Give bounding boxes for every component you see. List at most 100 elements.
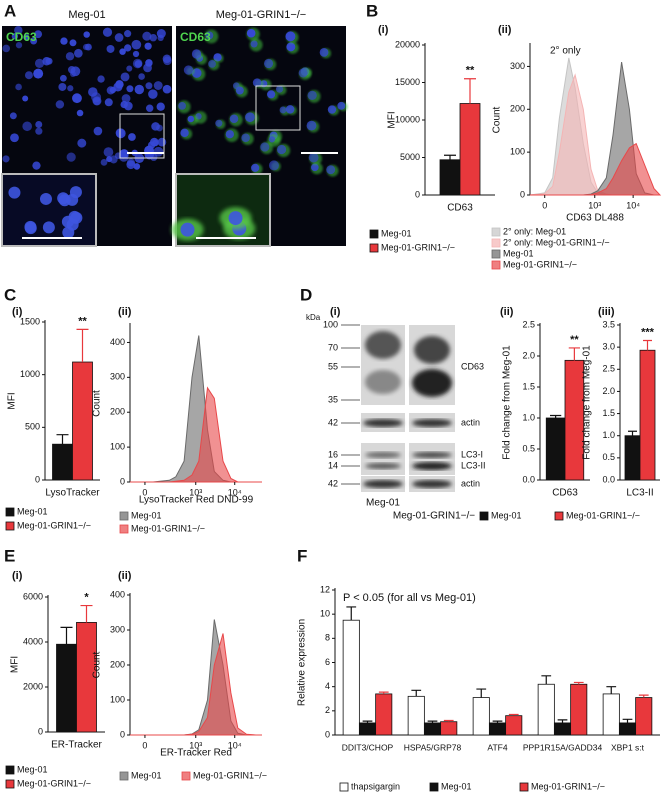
bar [52, 443, 73, 481]
blot-band [412, 462, 452, 470]
sub-label: (ii) [500, 306, 514, 318]
nucleus [319, 47, 329, 57]
panel-label: A [4, 1, 16, 20]
nucleus [246, 28, 256, 38]
nucleus [10, 133, 19, 143]
nucleus [311, 163, 319, 172]
error-bar [443, 719, 454, 722]
y-tick-label: 200 [110, 659, 125, 669]
nucleus [42, 221, 55, 234]
legend-swatch [491, 249, 501, 259]
nucleus [126, 65, 133, 72]
error-bar [541, 675, 552, 685]
y-axis-label: Count [92, 390, 103, 417]
nucleus [106, 44, 115, 53]
nucleus [74, 48, 83, 58]
bar [545, 417, 566, 481]
nucleus [235, 86, 244, 95]
bar [505, 715, 523, 736]
y-tick-label: 5000 [400, 152, 420, 162]
marker-label: 35 [328, 394, 338, 404]
bar [635, 697, 653, 736]
y-tick-label: 0 [415, 189, 420, 199]
histogram-area [130, 633, 262, 736]
bar [618, 722, 637, 736]
nucleus [35, 127, 43, 135]
marker-label: 14 [328, 460, 338, 470]
legend-label: Meg-01 [491, 510, 522, 520]
nucleus [34, 30, 43, 39]
error-bar [56, 434, 69, 445]
legend-swatch [369, 243, 379, 253]
nucleus [123, 101, 133, 111]
nucleus [267, 90, 276, 99]
y-tick-label: 300 [110, 624, 125, 634]
image-title: Meg-01-GRIN1−/− [216, 9, 306, 21]
y-axis-label: Fold change from Meg-01 [502, 345, 513, 460]
y-axis-label: Fold change from Meg-01 [582, 345, 593, 460]
nucleus [180, 222, 195, 237]
histogram-area [530, 142, 662, 196]
error-bar [444, 154, 456, 160]
nucleus [250, 40, 258, 48]
nucleus [153, 146, 164, 157]
y-axis-label: MFI [7, 392, 18, 409]
legend-swatch [5, 779, 15, 789]
nucleus [35, 121, 43, 128]
y-tick-label: 100 [110, 694, 125, 704]
nucleus [132, 50, 140, 58]
legend-swatch [5, 765, 15, 775]
x-tick-label: DDIT3/CHOP [342, 742, 394, 752]
error-bar [622, 718, 633, 723]
blot-band [412, 369, 452, 397]
sub-label: (i) [330, 306, 341, 318]
nucleus [76, 109, 84, 117]
nucleus [23, 34, 30, 41]
nucleus [77, 138, 87, 148]
nucleus [138, 73, 145, 80]
nucleus [24, 222, 37, 235]
nucleus [183, 65, 194, 75]
nucleus [285, 31, 296, 42]
nucleus [308, 152, 319, 163]
error-bar [476, 688, 487, 698]
nucleus [24, 71, 33, 80]
y-tick-label: 4 [325, 681, 330, 691]
nucleus [69, 71, 76, 78]
y-tick-label: 0 [120, 729, 125, 739]
nucleus [162, 54, 172, 64]
nucleus [83, 31, 90, 38]
x-tick-label: CD63 [447, 203, 473, 214]
nucleus [187, 115, 195, 123]
y-tick-label: 500 [25, 422, 40, 432]
error-bar [346, 606, 357, 621]
x-tick-label: ATF4 [487, 742, 507, 752]
y-tick-label: 200 [510, 104, 525, 114]
bar [440, 721, 458, 736]
blot-band [365, 463, 401, 469]
bar [624, 435, 641, 481]
nucleus [264, 58, 274, 69]
legend-label: Meg-01 [441, 781, 472, 791]
legend-label: Meg-01 [131, 510, 162, 520]
annotation: * [84, 591, 89, 603]
nucleus [68, 210, 81, 223]
nucleus [251, 163, 260, 172]
nucleus [42, 56, 51, 66]
y-tick-label: 100 [110, 441, 125, 451]
x-tick-label: 10⁴ [228, 740, 242, 750]
nucleus [66, 152, 76, 162]
legend-swatch [119, 511, 129, 521]
x-tick-label: 10³ [189, 487, 202, 497]
y-tick-label: 3.0 [602, 342, 615, 352]
nucleus [162, 84, 172, 94]
y-tick-label: 2.5 [522, 319, 535, 329]
nucleus [143, 63, 152, 73]
nucleus [180, 128, 189, 138]
y-tick-label: 0 [120, 476, 125, 486]
marker-label: 42 [328, 478, 338, 488]
y-tick-label: 10 [320, 609, 330, 619]
marker-label: 70 [328, 342, 338, 352]
